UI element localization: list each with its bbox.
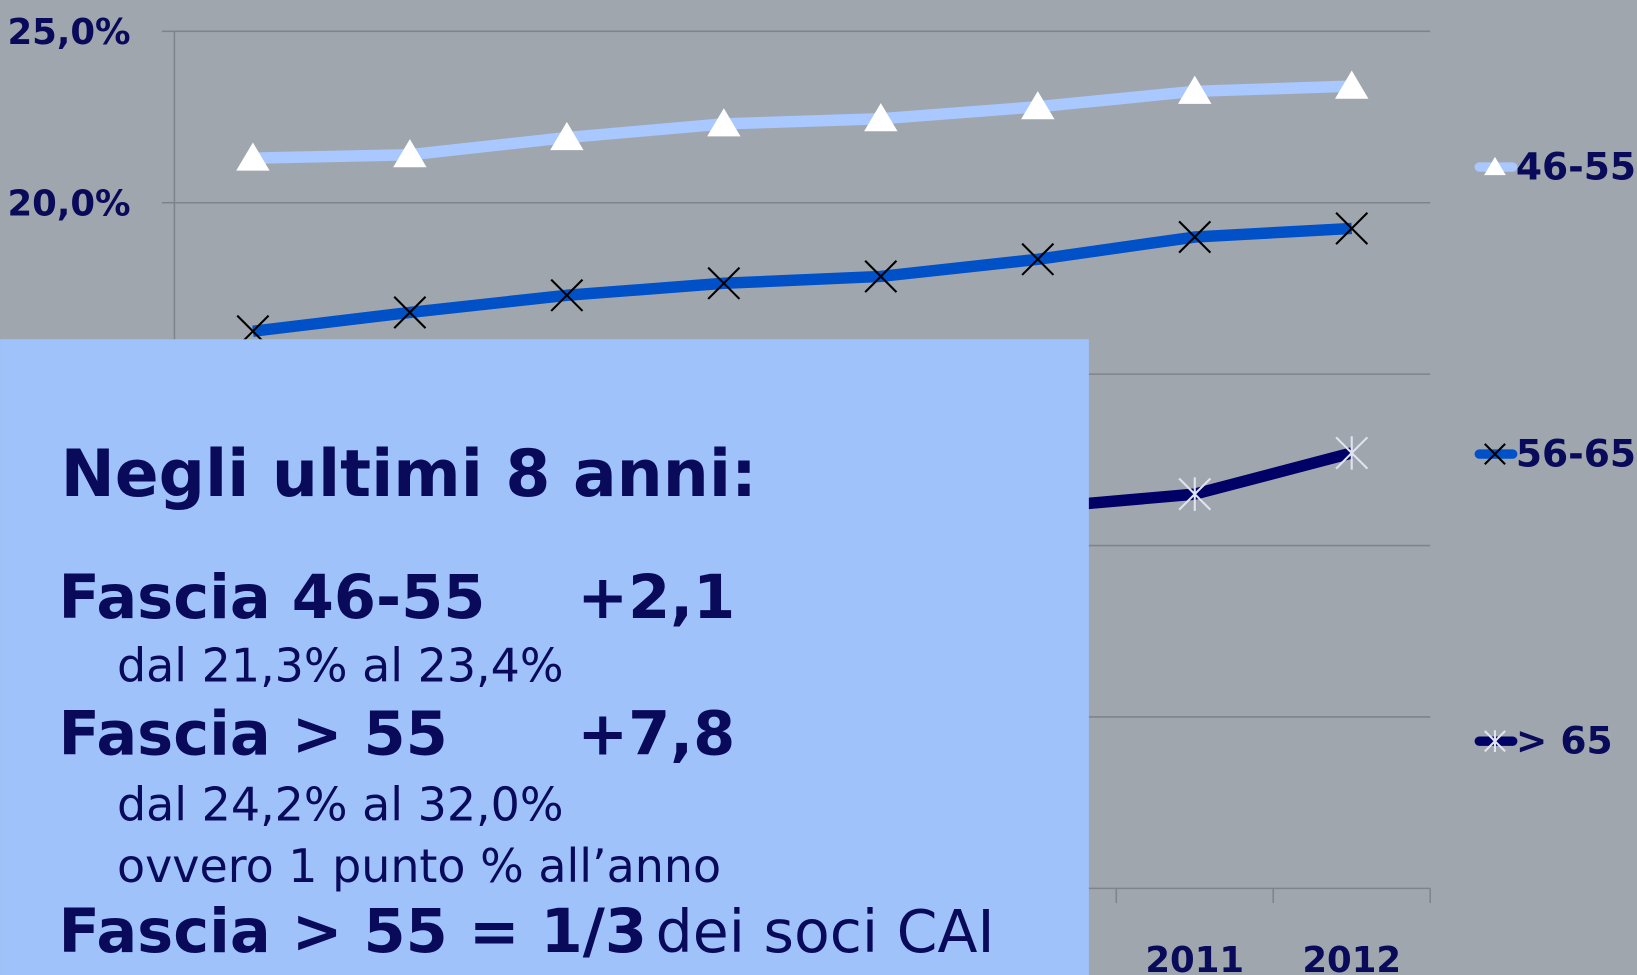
line-bold: Fascia > 55 (59, 700, 448, 770)
text-box (0, 339, 1089, 975)
line-text: dal 21,3% al 23,4% (117, 639, 564, 693)
marker (1021, 91, 1055, 120)
line-text: dal 24,2% al 32,0% (117, 778, 564, 832)
line-bold: Fascia 46-55 (59, 563, 486, 633)
marker (1335, 70, 1369, 99)
marker (1484, 730, 1506, 753)
marker (1484, 156, 1506, 176)
marker (1335, 212, 1369, 245)
legend-label: 46-55 (1516, 145, 1636, 189)
marker (236, 142, 270, 171)
marker (864, 103, 898, 132)
marker (1335, 436, 1369, 470)
line-bold: Fascia > 55 = 1/3 (59, 897, 647, 967)
marker (707, 266, 741, 300)
marker (1021, 242, 1055, 276)
marker (393, 296, 427, 329)
series-line (252, 80, 1352, 164)
marker (393, 139, 427, 168)
y-tick-label: 25,0% (7, 12, 130, 53)
marker (550, 278, 584, 312)
line-value: +7,8 (577, 700, 735, 770)
x-tick-label: 2012 (1302, 940, 1401, 975)
line-text: dei soci CAI (656, 898, 995, 966)
line-value: +2,1 (577, 563, 735, 633)
marker (1484, 443, 1506, 466)
marker (1178, 477, 1212, 511)
y-tick-label: 20,0% (7, 183, 130, 224)
marker (1178, 75, 1212, 104)
x-tick-label: 2011 (1145, 940, 1244, 975)
heading: Negli ultimi 8 anni: (61, 437, 757, 512)
marker (1178, 220, 1212, 254)
overlay-box: Negli ultimi 8 anni: Fascia 46-55 +2,1 d… (0, 339, 1089, 975)
line-text: ovvero 1 punto % all’anno (117, 839, 721, 893)
marker (550, 121, 584, 151)
marker (864, 260, 898, 293)
series-line (252, 222, 1353, 337)
legend-label: 56-65 (1516, 432, 1636, 476)
marker (707, 108, 741, 137)
legend-label: > 65 (1516, 719, 1613, 763)
